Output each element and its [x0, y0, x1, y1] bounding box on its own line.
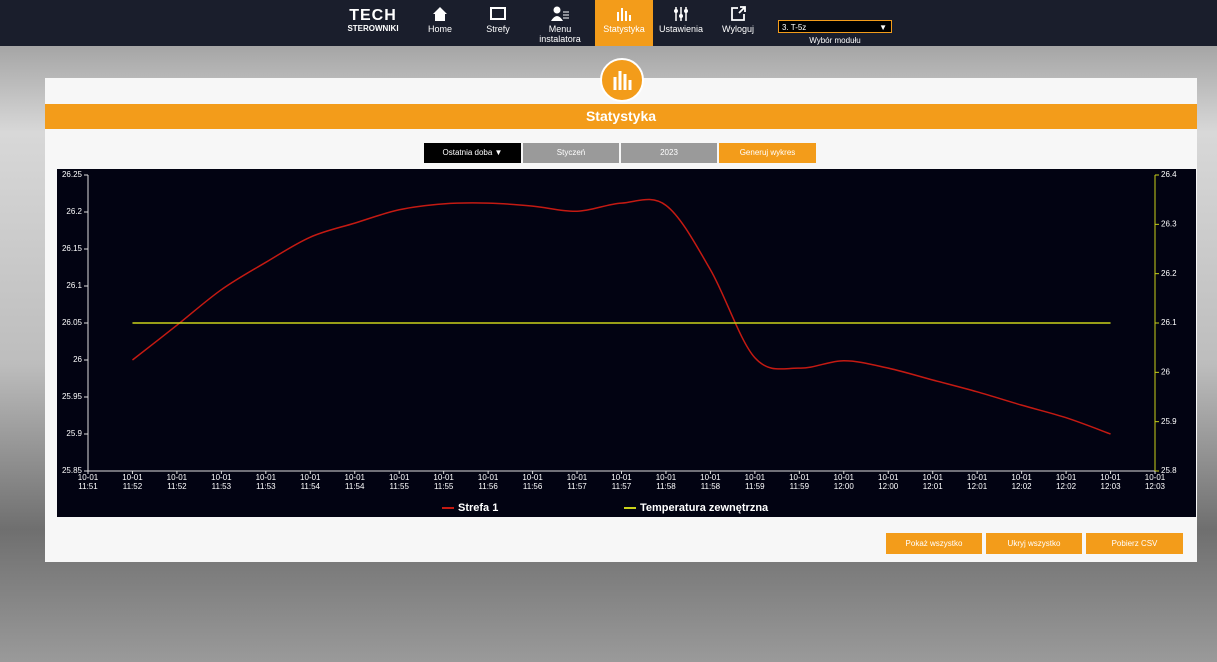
- x-tick-label: 10-01: [122, 473, 143, 482]
- x-tick-label: 10-01: [1056, 473, 1077, 482]
- nav-label: Statystyka: [595, 24, 653, 34]
- x-tick-label: 12:01: [923, 482, 944, 491]
- page: {"nav":{"brand":"TECH","brand_sub":"STER…: [0, 0, 1217, 662]
- x-tick-label: 10-01: [300, 473, 321, 482]
- nav-label: Ustawienia: [652, 24, 710, 34]
- csv-button[interactable]: Pobierz CSV: [1086, 533, 1183, 554]
- x-tick-label: 12:02: [1012, 482, 1033, 491]
- y-tick-label: 25.9: [66, 429, 82, 438]
- chart: 25.8525.925.952626.0526.126.1526.226.252…: [57, 169, 1196, 517]
- x-tick-label: 10-01: [78, 473, 99, 482]
- x-tick-label: 11:56: [478, 482, 498, 491]
- y2-tick-label: 26: [1161, 367, 1170, 376]
- y-tick-label: 26.25: [62, 170, 83, 179]
- x-tick-label: 10-01: [656, 473, 677, 482]
- module-value: 3. T-5z: [782, 23, 806, 32]
- nav-home[interactable]: Home: [411, 0, 469, 46]
- period-value: Ostatnia doba: [443, 148, 493, 157]
- x-tick-label: 12:02: [1056, 482, 1077, 491]
- brand-name: TECH: [344, 8, 402, 24]
- stats-icon: [600, 58, 644, 102]
- x-tick-label: 10-01: [834, 473, 855, 482]
- x-tick-label: 11:57: [612, 482, 632, 491]
- show-all-button[interactable]: Pokaż wszystko: [886, 533, 982, 554]
- x-tick-label: 11:56: [523, 482, 543, 491]
- module-select[interactable]: 3. T-5z▼: [778, 20, 892, 33]
- top-nav: TECH STEROWNIKI Home Strefy Menu instala…: [0, 0, 1217, 46]
- nav-stats[interactable]: Statystyka: [595, 0, 653, 46]
- year-select[interactable]: 2023: [621, 143, 717, 163]
- nav-settings[interactable]: Ustawienia: [652, 0, 710, 46]
- x-tick-label: 11:57: [567, 482, 587, 491]
- x-tick-label: 10-01: [745, 473, 766, 482]
- y-tick-label: 26: [73, 355, 82, 364]
- y2-tick-label: 26.2: [1161, 269, 1177, 278]
- y2-tick-label: 26.3: [1161, 219, 1177, 228]
- brand[interactable]: TECH STEROWNIKI: [344, 8, 402, 33]
- page-title: Statystyka: [45, 104, 1197, 129]
- x-tick-label: 10-01: [433, 473, 454, 482]
- x-tick-label: 11:53: [256, 482, 276, 491]
- x-tick-label: 12:03: [1145, 482, 1166, 491]
- y2-tick-label: 26.1: [1161, 318, 1177, 327]
- x-tick-label: 12:00: [834, 482, 855, 491]
- x-tick-label: 10-01: [1100, 473, 1121, 482]
- x-tick-label: 12:00: [878, 482, 899, 491]
- y2-tick-label: 25.9: [1161, 417, 1177, 426]
- x-tick-label: 11:54: [301, 482, 321, 491]
- x-tick-label: 11:59: [745, 482, 765, 491]
- brand-sub: STEROWNIKI: [344, 24, 402, 33]
- x-tick-label: 11:54: [345, 482, 365, 491]
- x-tick-label: 10-01: [389, 473, 410, 482]
- x-tick-label: 10-01: [1145, 473, 1166, 482]
- y-tick-label: 26.05: [62, 318, 83, 327]
- x-tick-label: 11:52: [167, 482, 187, 491]
- x-tick-label: 10-01: [967, 473, 988, 482]
- x-tick-label: 10-01: [345, 473, 366, 482]
- x-tick-label: 11:59: [790, 482, 810, 491]
- nav-installer[interactable]: Menu instalatora: [527, 0, 593, 46]
- y-tick-label: 26.15: [62, 244, 83, 253]
- x-tick-label: 10-01: [567, 473, 588, 482]
- x-tick-label: 10-01: [789, 473, 810, 482]
- generate-button[interactable]: Generuj wykres: [719, 143, 816, 163]
- x-tick-label: 12:03: [1101, 482, 1122, 491]
- x-tick-label: 10-01: [167, 473, 188, 482]
- series-line: [132, 199, 1110, 434]
- module-label: Wybór modułu: [778, 36, 892, 45]
- legend-label: Temperatura zewnętrzna: [640, 502, 769, 514]
- x-tick-label: 10-01: [611, 473, 632, 482]
- x-tick-label: 12:01: [967, 482, 988, 491]
- x-tick-label: 10-01: [922, 473, 943, 482]
- y2-tick-label: 26.4: [1161, 170, 1177, 179]
- x-tick-label: 11:58: [656, 482, 676, 491]
- x-tick-label: 10-01: [211, 473, 232, 482]
- y-tick-label: 26.1: [66, 281, 82, 290]
- legend-label: Strefa 1: [458, 502, 498, 514]
- nav-label: Home: [411, 24, 469, 34]
- y-tick-label: 25.95: [62, 392, 83, 401]
- x-tick-label: 10-01: [478, 473, 499, 482]
- x-tick-label: 11:52: [123, 482, 143, 491]
- x-tick-label: 10-01: [522, 473, 543, 482]
- nav-label: Menu instalatora: [527, 24, 593, 44]
- x-tick-label: 10-01: [256, 473, 277, 482]
- x-tick-label: 11:53: [212, 482, 232, 491]
- x-tick-label: 10-01: [1011, 473, 1032, 482]
- x-tick-label: 11:51: [78, 482, 98, 491]
- x-tick-label: 10-01: [878, 473, 899, 482]
- nav-label: Strefy: [469, 24, 527, 34]
- y-tick-label: 26.2: [66, 207, 82, 216]
- x-tick-label: 11:55: [434, 482, 454, 491]
- x-tick-label: 10-01: [700, 473, 721, 482]
- x-tick-label: 11:58: [701, 482, 721, 491]
- hide-all-button[interactable]: Ukryj wszystko: [986, 533, 1082, 554]
- period-select[interactable]: Ostatnia doba ▼: [424, 143, 521, 163]
- nav-zones[interactable]: Strefy: [469, 0, 527, 46]
- nav-label: Wyloguj: [709, 24, 767, 34]
- nav-logout[interactable]: Wyloguj: [709, 0, 767, 46]
- x-tick-label: 11:55: [389, 482, 409, 491]
- month-select[interactable]: Styczeń: [523, 143, 619, 163]
